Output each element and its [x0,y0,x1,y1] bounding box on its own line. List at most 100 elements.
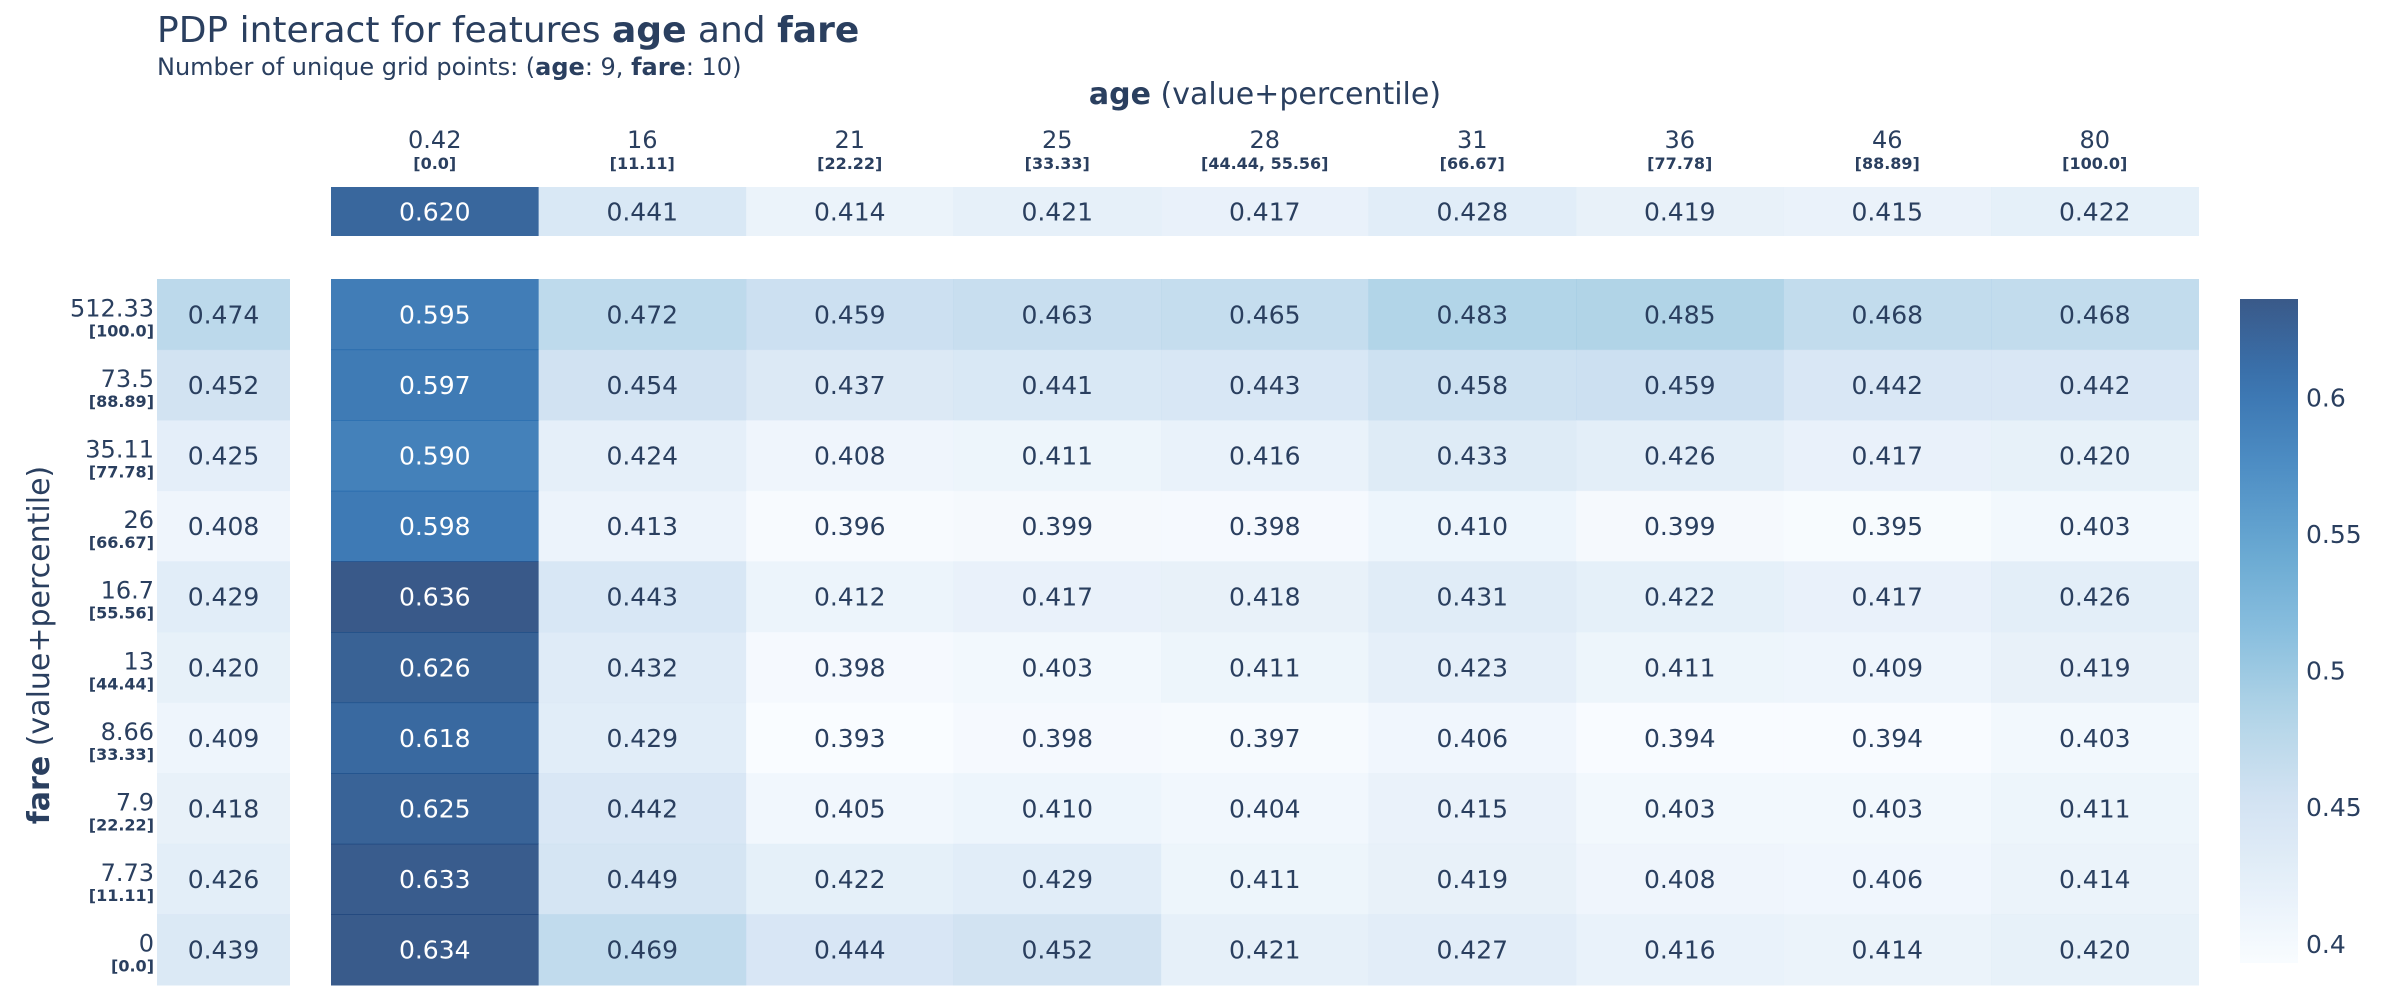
heatmap-cell-label: 0.395 [1851,512,1923,541]
x-tick-value: 31 [1457,126,1488,154]
heatmap-cell-label: 0.429 [1021,865,1093,894]
y-tick-value: 7.73 [101,859,154,887]
heatmap-cell [1783,349,1992,421]
heatmap-cell-label: 0.590 [399,442,471,471]
heatmap-cell-label: 0.454 [606,371,678,400]
marginal-y-label: 0.418 [188,795,260,824]
heatmap-cell [538,702,747,774]
heatmap-cell [538,279,747,351]
heatmap-cell-label: 0.416 [1644,936,1716,965]
title-prefix: PDP interact for features [157,10,612,51]
heatmap-cell-label: 0.618 [399,724,471,753]
heatmap-cell-label: 0.394 [1851,724,1923,753]
heatmap-cell [1576,420,1784,492]
heatmap-cell [1161,632,1369,704]
marginal-x-label: 0.428 [1436,198,1508,227]
marginal-x-cell [1991,187,2199,236]
heatmap-cell [746,843,954,915]
heatmap-cell [1991,632,2199,704]
y-tick-percentile: [77.78] [89,463,154,482]
marginal-x-cell [746,187,954,236]
heatmap-cell [1368,773,1577,845]
heatmap-cell [1368,349,1577,421]
y-tick-value: 7.9 [116,789,154,817]
x-tick-value: 80 [2079,126,2110,154]
heatmap-cell [746,561,954,633]
heatmap-cell [1576,773,1784,845]
chart-title: PDP interact for features age and fare [157,6,859,56]
marginal-y-cell [157,632,290,704]
y-tick-value: 512.33 [70,294,154,322]
x-tick-value: 46 [1872,126,1903,154]
heatmap-cell-label: 0.411 [1644,653,1716,682]
heatmap-cell-label: 0.394 [1644,724,1716,753]
heatmap-cell-label: 0.417 [1851,442,1923,471]
y-axis-title: fare (value+percentile) [22,466,57,825]
heatmap-cell [746,632,954,704]
heatmap-cell [331,632,539,704]
heatmap-cell [1783,773,1992,845]
heatmap-cell [331,843,539,915]
x-axis-title-feature: age [1089,77,1151,112]
x-tick-value: 28 [1249,126,1280,154]
heatmap-cell [746,279,954,351]
heatmap-cell-label: 0.443 [606,583,678,612]
heatmap-cell-label: 0.433 [1436,442,1508,471]
heatmap-cell [1576,349,1784,421]
heatmap-cell-label: 0.458 [1436,371,1508,400]
heatmap-cell-label: 0.598 [399,512,471,541]
heatmap-cell-label: 0.424 [606,442,678,471]
heatmap-cell [1161,490,1369,562]
heatmap-cell [1576,561,1784,633]
heatmap-cell-label: 0.419 [1436,865,1508,894]
subtitle-prefix: Number of unique grid points: ( [157,53,536,81]
heatmap-cell [1783,632,1992,704]
heatmap-cell [331,349,539,421]
heatmap-cell-label: 0.411 [1021,442,1093,471]
marginal-x-label: 0.417 [1229,198,1301,227]
heatmap-cell-label: 0.399 [1644,512,1716,541]
marginal-x-cell [538,187,747,236]
heatmap-cell [331,561,539,633]
heatmap-cell [1991,702,2199,774]
y-tick-value: 16.7 [101,577,154,605]
marginal-y-label: 0.408 [188,512,260,541]
heatmap-cell [953,420,1162,492]
colorbar: 0.4 0.45 0.5 0.55 0.6 [2240,299,2362,963]
x-tick-percentile: [22.22] [817,154,882,173]
heatmap-cell-label: 0.444 [814,936,886,965]
y-axis-title-suffix: (value+percentile) [22,466,57,756]
heatmap-cell-label: 0.398 [1021,724,1093,753]
heatmap-cell [1991,490,2199,562]
marginal-y-cell [157,490,290,562]
heatmap-cell [953,702,1162,774]
heatmap-cell-label: 0.426 [2059,583,2131,612]
heatmap-cell-label: 0.423 [1436,653,1508,682]
heatmap-cell [1368,561,1577,633]
heatmap-cell-label: 0.406 [1851,865,1923,894]
heatmap-cell-label: 0.396 [814,512,886,541]
marginal-y-label: 0.429 [188,583,260,612]
heatmap-cell [953,773,1162,845]
x-tick-percentile: [33.33] [1025,154,1090,173]
heatmap-cell-label: 0.422 [814,865,886,894]
heatmap-cell-label: 0.408 [814,442,886,471]
heatmap-cell-label: 0.437 [814,371,886,400]
heatmap-cell-label: 0.403 [1021,653,1093,682]
x-tick-value: 0.42 [408,126,461,154]
heatmap-cell [746,773,954,845]
y-tick-percentile: [88.89] [89,392,154,411]
heatmap-cell-label: 0.410 [1021,795,1093,824]
colorbar-tick-label: 0.4 [2306,930,2346,959]
heatmap-cell-label: 0.483 [1436,300,1508,329]
marginal-y-cell [157,702,290,774]
y-tick-value: 0 [139,930,154,958]
heatmap-cell [746,914,954,986]
heatmap-cell-label: 0.397 [1229,724,1301,753]
colorbar-tick-label: 0.6 [2306,383,2346,412]
x-tick-percentile: [0.0] [413,154,456,173]
x-axis-title: age (value+percentile) [1089,77,1441,112]
heatmap-cell [538,420,747,492]
heatmap-cell-label: 0.469 [606,936,678,965]
